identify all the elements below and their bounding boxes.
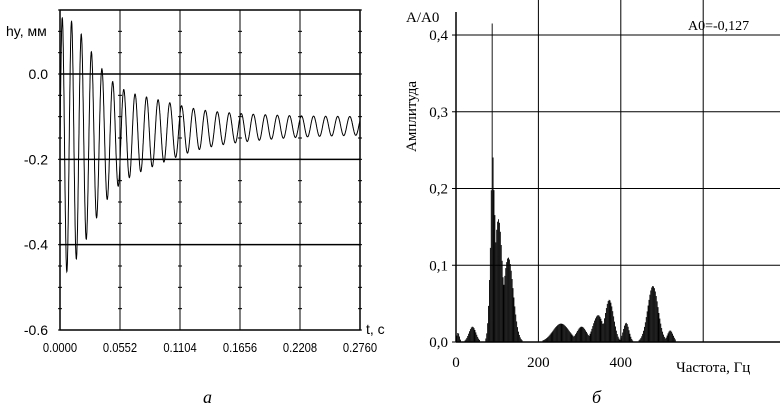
panel-a-y-axis-label: hy, мм: [6, 23, 47, 39]
panel-a-x-axis-label: t, с: [366, 321, 385, 337]
panel-b-y-axis-title: A/A0: [406, 10, 439, 26]
panel-b-y-tick-label: 0,4: [429, 28, 448, 44]
panel-a-plot-frame: [59, 9, 361, 331]
panel-b-y-axis-label: Амплитуда: [404, 81, 420, 152]
panel-b-label: б: [592, 387, 602, 407]
panel-b-y-tick-label: 0,3: [429, 105, 448, 121]
panel-a-x-tick-label: 0.1104: [163, 340, 197, 355]
panel-b-x-ticks: 0 200 400: [452, 355, 632, 371]
panel-a-x-tick-label: 0.0552: [103, 340, 137, 355]
panel-b-y-tick-label: 0,0: [429, 335, 448, 351]
panel-b-spectrum-bars: [456, 23, 676, 342]
panel-a-y-tick-label: -0.4: [24, 237, 48, 253]
panel-b-x-tick-label: 0: [452, 355, 460, 371]
panel-b: 0,0 0,1 0,2 0,3 0,4 0 200 400 A/A0 A0=-0,127 А…: [404, 0, 780, 407]
panel-a-grid: [58, 9, 362, 331]
panel-b-annotation: A0=-0,127: [688, 19, 749, 34]
panel-a-y-ticks: 0.0 -0.2 -0.4 -0.6: [24, 66, 48, 338]
panel-b-x-tick-label: 200: [527, 355, 550, 371]
panel-a-y-tick-label: -0.6: [24, 322, 48, 338]
panel-b-x-axis-label: Частота, Гц: [676, 360, 750, 376]
panel-a-x-tick-label: 0.1656: [223, 340, 257, 355]
panel-a-y-tick-label: -0.2: [24, 151, 48, 167]
panel-a-x-tick-label: 0.2208: [283, 340, 317, 355]
panel-b-x-tick-label: 400: [610, 355, 633, 371]
panel-a: 0.0 -0.2 -0.4 -0.6 0.0000 0.0552 0.1104 0.1656…: [6, 9, 385, 407]
panel-a-label: а: [203, 387, 212, 407]
panel-a-y-tick-label: 0.0: [29, 66, 49, 82]
panel-a-signal-line: [59, 16, 361, 274]
panel-b-y-ticks: 0,0 0,1 0,2 0,3 0,4: [429, 28, 448, 351]
panel-b-y-tick-label: 0,2: [429, 182, 448, 198]
panel-a-x-ticks: 0.0000 0.0552 0.1104 0.1656 0.2208 0.2760: [43, 340, 377, 355]
panel-a-x-tick-label: 0.0000: [43, 340, 77, 355]
panel-a-x-tick-label: 0.2760: [343, 340, 377, 355]
panel-b-y-tick-label: 0,1: [429, 258, 448, 274]
